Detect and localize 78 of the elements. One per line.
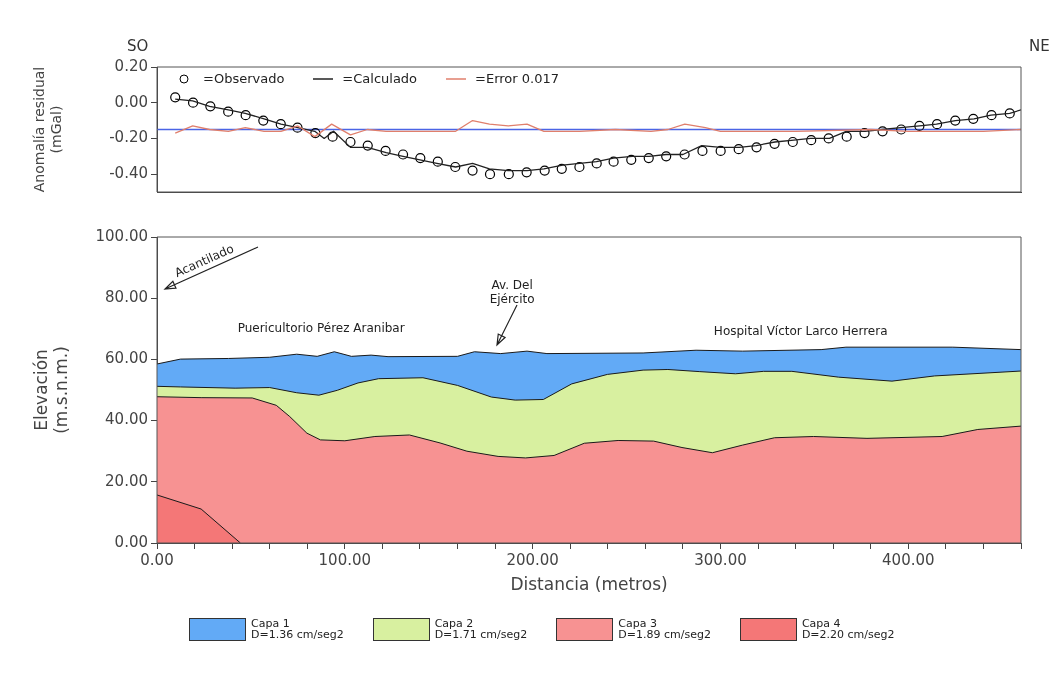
point [292, 122, 303, 133]
point [859, 127, 870, 139]
point [397, 149, 409, 160]
point [877, 126, 888, 137]
point [643, 152, 654, 164]
legend-label: =Observado [203, 71, 285, 86]
point [751, 142, 762, 153]
point [841, 131, 852, 142]
point [327, 131, 338, 142]
point [240, 110, 251, 121]
point [697, 145, 708, 157]
annotation: Av. Del Ejército [489, 278, 535, 307]
legend-label: Capa 3 D=1.89 cm/seg2 [618, 617, 711, 641]
legend-label: Capa 2 D=1.71 cm/seg2 [434, 617, 528, 641]
point [362, 140, 373, 151]
point [432, 156, 443, 167]
point [986, 110, 997, 121]
annotation: Hospital Víctor Larco Herrera [713, 323, 888, 338]
point [258, 115, 269, 126]
y-tick-label: 100.00 [95, 226, 148, 245]
point [556, 163, 567, 174]
point [968, 113, 979, 124]
point [931, 119, 943, 130]
y-tick-label: 40.00 [105, 410, 148, 429]
point [574, 161, 585, 173]
point [450, 161, 461, 173]
point [661, 151, 672, 162]
x-tick-label: 300.00 [694, 550, 747, 569]
point [787, 136, 798, 148]
y-tick-label: 80.00 [105, 288, 148, 307]
point [521, 167, 532, 178]
point [310, 127, 321, 139]
x-tick-label: 400.00 [882, 550, 935, 569]
point [187, 97, 199, 108]
x-tick-label: 100.00 [318, 550, 372, 569]
point [170, 92, 181, 103]
text: SO [127, 37, 149, 55]
legend-label: =Calculado [342, 71, 418, 86]
point [503, 169, 514, 180]
point [467, 165, 478, 176]
y-tick-label: 0.00 [114, 532, 148, 551]
y-tick-label: -0.20 [109, 128, 148, 147]
point [626, 154, 637, 165]
point [345, 136, 356, 148]
y-axis-title: Anomalía residual (mGal) [31, 66, 64, 193]
y-tick-label: -0.40 [109, 164, 148, 183]
y-axis-title: Elevación (m.s.n.m.) [30, 346, 72, 434]
legend-label: Capa 4 D=2.20 cm/seg2 [801, 617, 895, 641]
point [806, 135, 817, 146]
point [223, 106, 234, 117]
x-tick-label: 200.00 [506, 550, 559, 569]
x-tick-label: 0.00 [140, 550, 174, 569]
point [608, 156, 619, 167]
point [733, 144, 744, 155]
legend-label: Capa 1 D=1.36 cm/seg2 [251, 617, 344, 641]
point [539, 165, 550, 176]
text: NE [1029, 37, 1050, 55]
point [415, 152, 426, 164]
point [769, 138, 780, 149]
point [896, 124, 907, 135]
legend-label: =Error 0.017 [475, 71, 560, 86]
point [275, 119, 286, 130]
point [380, 145, 391, 157]
point [715, 145, 726, 157]
annotation: Puericultorio Pérez Aranibar [237, 320, 405, 335]
point [914, 120, 925, 132]
x-axis-title: Distancia (metros) [510, 574, 668, 595]
y-tick-label: 0.20 [114, 56, 148, 75]
y-tick-label: 20.00 [105, 471, 148, 490]
y-tick-label: 60.00 [105, 349, 148, 368]
point [484, 169, 496, 180]
point [591, 158, 602, 169]
point [823, 133, 834, 144]
y-tick-label: 0.00 [114, 92, 148, 111]
point [1004, 108, 1015, 119]
point [950, 115, 961, 126]
point [679, 149, 690, 160]
point [205, 101, 216, 112]
